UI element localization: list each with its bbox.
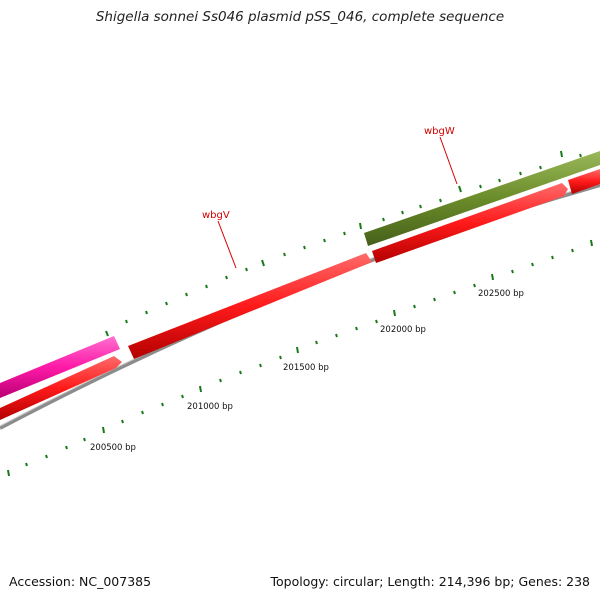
accession-text: Accession: NC_007385 [9, 574, 152, 589]
bp-label-202000: 202000 bp [380, 325, 426, 335]
gene-arrow-reverse-left[interactable] [0, 356, 122, 420]
bp-label-201500: 201500 bp [283, 363, 329, 373]
tick-row-upper [105, 150, 582, 337]
wbgV-leader-line [217, 220, 237, 269]
gene-arrow-reverse-right-2[interactable] [568, 169, 600, 194]
gene-arrow-reverse-right-1[interactable] [372, 183, 568, 263]
gene-label-wbgW[interactable]: wbgW [424, 126, 455, 137]
bp-label-201000: 201000 bp [187, 402, 233, 412]
topology-summary-text: Topology: circular; Length: 214,396 bp; … [270, 574, 591, 589]
page-title: Shigella sonnei Ss046 plasmid pSS_046, c… [95, 9, 505, 25]
gene-arrow-wbgW[interactable] [364, 151, 600, 246]
sequence-backbone [0, 183, 600, 430]
gene-arrow-wbgV[interactable] [128, 253, 372, 359]
gene-label-wbgV[interactable]: wbgV [202, 210, 230, 221]
gene-arrow-forward-magenta[interactable] [0, 336, 120, 398]
bp-label-202500: 202500 bp [478, 289, 524, 299]
tick-row-lower [7, 239, 593, 477]
wbgW-leader-line [439, 136, 458, 185]
bp-label-200500: 200500 bp [90, 443, 136, 453]
